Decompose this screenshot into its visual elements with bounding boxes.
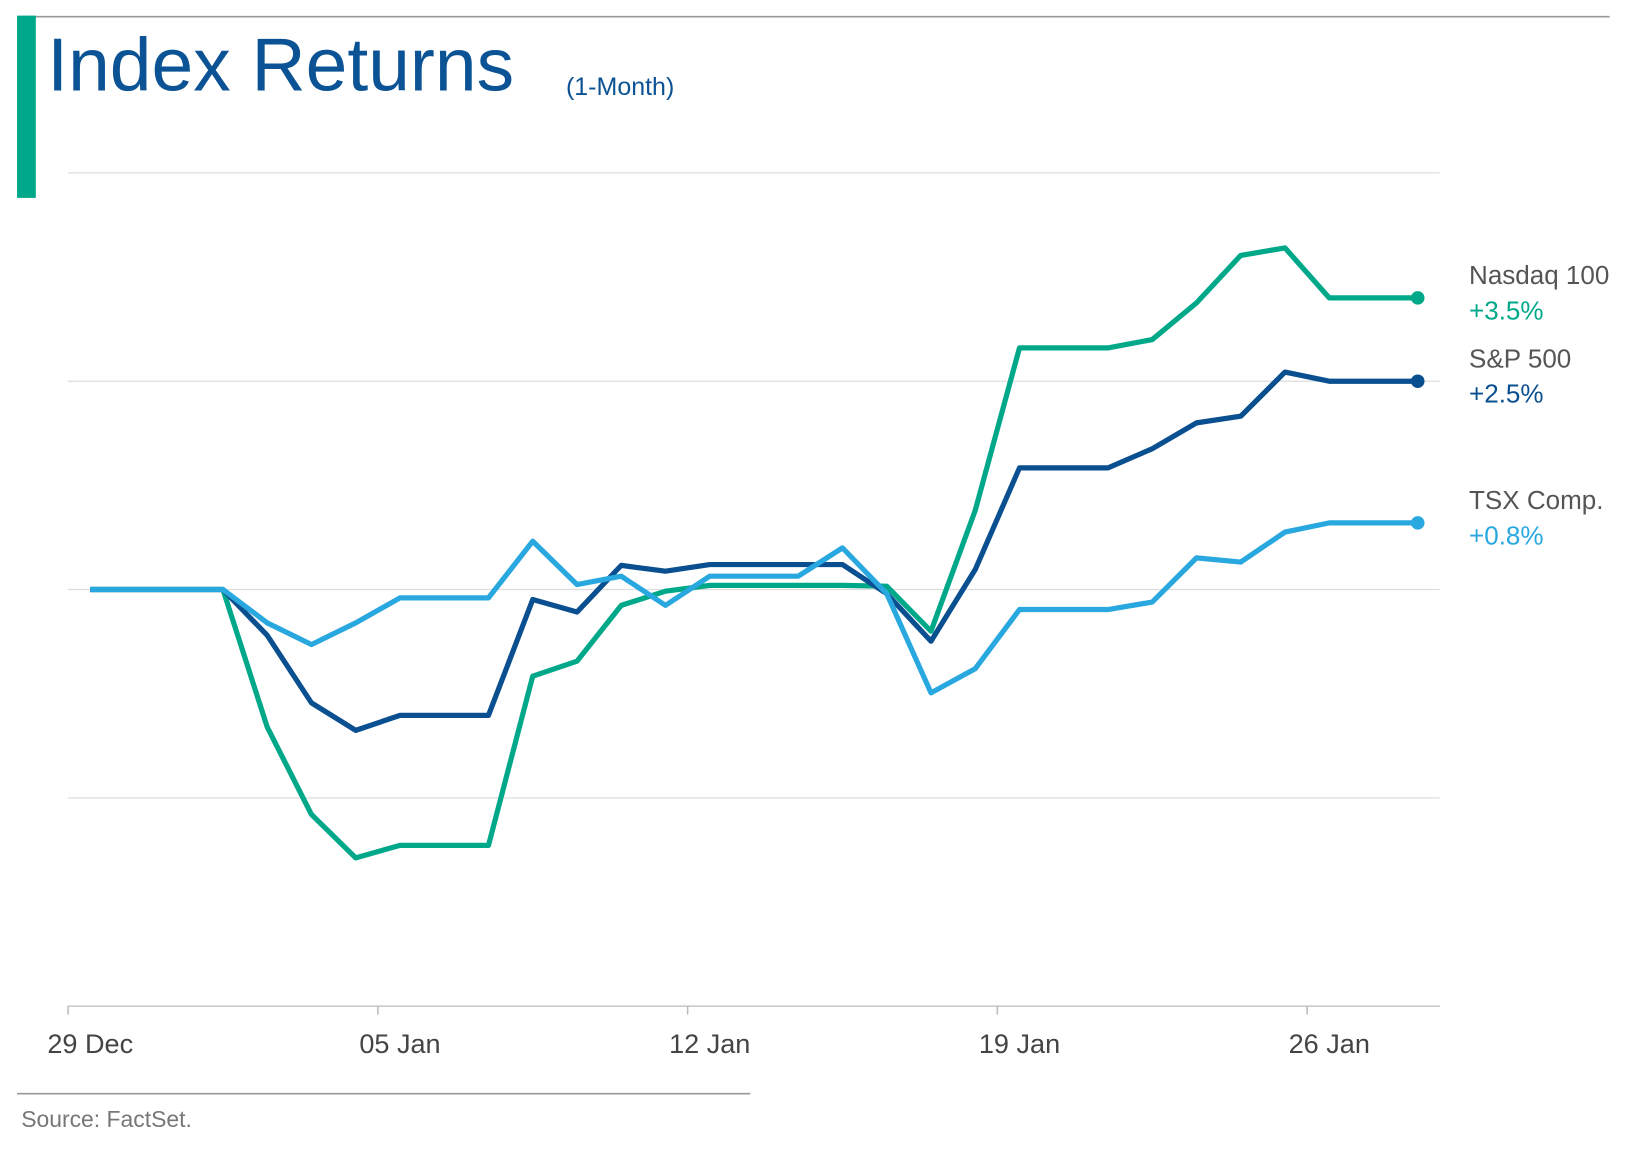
source: Source: FactSet. [21,1106,192,1132]
end-dot [1410,374,1425,388]
x-tick-label: 29 Dec [47,1028,133,1059]
legend-label: Nasdaq 100 [1469,260,1609,290]
end-dot [1410,516,1425,530]
x-tick-label: 05 Jan [359,1028,440,1059]
x-tick-label: 26 Jan [1289,1028,1370,1059]
end-dot [1410,291,1425,305]
value-label: +2.5% [1469,379,1544,409]
series-line [90,245,1418,861]
chart-title: Index Returns [47,23,514,107]
legend-label: S&P 500 [1469,343,1571,373]
series-line [90,369,1418,733]
chart-subtitle: (1-Month) [566,73,674,101]
x-tick-label: 12 Jan [669,1028,750,1059]
value-label: +3.5% [1469,295,1544,325]
legend-label: TSX Comp. [1469,485,1603,515]
title-accent [17,15,36,198]
x-tick-label: 19 Jan [979,1028,1060,1059]
series-line [90,520,1418,696]
value-label: +0.8% [1469,520,1544,550]
